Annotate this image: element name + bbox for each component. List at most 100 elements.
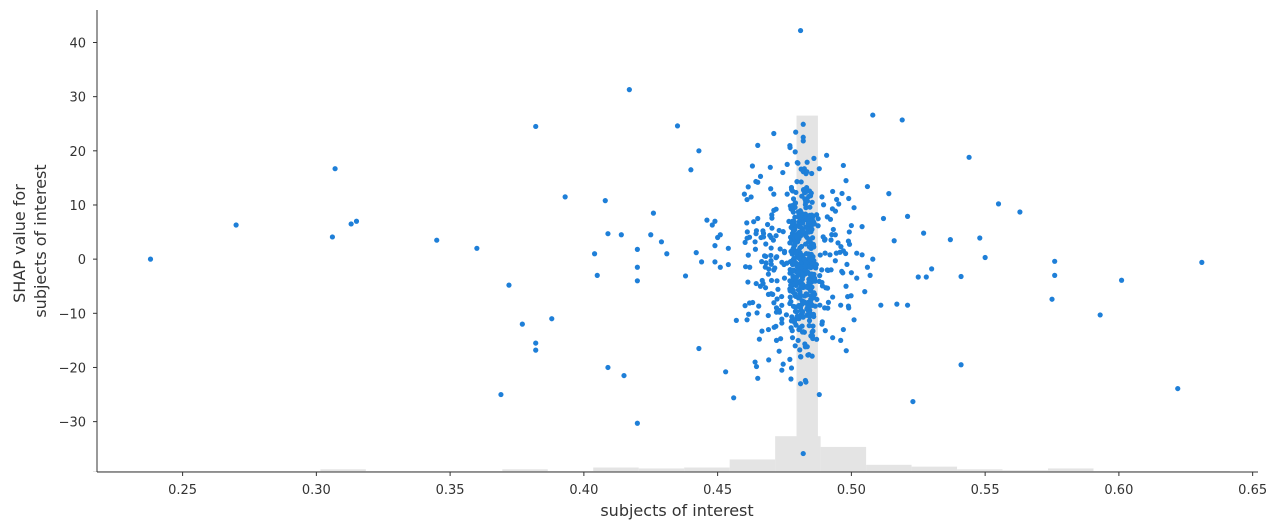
data-point <box>995 201 1002 207</box>
y-tick-label: −10 <box>59 307 86 322</box>
data-point <box>759 277 765 284</box>
data-point <box>859 224 865 230</box>
data-point <box>838 244 844 250</box>
histogram-bar <box>820 446 867 472</box>
y-tick-label: −20 <box>59 361 86 376</box>
data-point <box>712 243 718 249</box>
x-tick-label: 0.60 <box>1104 483 1133 498</box>
data-point <box>795 160 801 166</box>
data-point <box>832 208 839 214</box>
data-point <box>795 337 801 344</box>
data-point <box>804 291 810 297</box>
data-point <box>792 343 798 349</box>
data-point <box>664 251 670 257</box>
data-point <box>754 310 760 316</box>
data-point <box>807 204 813 210</box>
histogram-bar <box>684 467 730 472</box>
data-point <box>788 248 794 255</box>
data-point <box>840 162 846 169</box>
data-point <box>817 302 823 308</box>
data-point <box>634 264 640 270</box>
data-point <box>743 264 749 270</box>
data-point <box>800 121 806 127</box>
data-point <box>792 308 799 314</box>
data-point <box>798 243 805 250</box>
data-point <box>840 326 846 333</box>
x-axis-title: subjects of interest <box>600 501 753 520</box>
data-point <box>757 173 764 179</box>
data-point <box>792 291 798 297</box>
data-point <box>755 375 761 381</box>
data-point <box>830 226 836 233</box>
data-point <box>817 273 823 279</box>
data-point <box>789 335 796 341</box>
data-point <box>709 222 715 228</box>
data-point <box>843 178 849 184</box>
data-point <box>812 291 818 297</box>
data-point <box>774 296 780 302</box>
data-point <box>781 248 788 254</box>
data-point <box>787 144 793 151</box>
data-point <box>797 27 804 34</box>
data-point <box>748 194 754 200</box>
data-point <box>854 250 860 256</box>
data-point <box>820 202 827 208</box>
data-point <box>752 246 759 252</box>
data-point <box>804 169 810 175</box>
data-point <box>806 323 812 329</box>
data-point <box>848 293 854 299</box>
histogram-bar <box>502 469 548 472</box>
data-point <box>696 148 702 154</box>
data-point <box>834 196 840 203</box>
data-point <box>800 450 806 457</box>
data-point <box>807 218 813 224</box>
data-point <box>1052 272 1058 278</box>
data-point <box>762 264 768 270</box>
data-point <box>562 194 568 200</box>
data-point <box>806 304 812 311</box>
data-point <box>859 252 865 258</box>
data-point <box>838 302 844 308</box>
data-point <box>848 270 854 276</box>
data-point <box>800 138 806 144</box>
y-tick-label: 40 <box>69 36 86 51</box>
data-point <box>696 345 702 352</box>
data-point <box>870 112 876 118</box>
data-point <box>836 201 842 207</box>
data-point <box>745 279 751 285</box>
data-point <box>712 259 718 265</box>
data-point <box>764 221 771 228</box>
data-point <box>780 361 786 367</box>
data-point <box>779 302 785 308</box>
data-point <box>886 191 892 197</box>
data-point <box>846 195 852 202</box>
data-point <box>765 326 772 333</box>
data-point <box>634 420 640 426</box>
data-point <box>233 222 239 228</box>
data-point <box>808 333 814 339</box>
data-point <box>725 245 731 251</box>
feature-histogram <box>92 115 1230 472</box>
data-point <box>923 274 929 280</box>
data-point <box>767 232 773 238</box>
data-point <box>1118 277 1125 283</box>
data-point <box>763 241 769 247</box>
data-point <box>813 261 819 268</box>
data-point <box>798 307 804 314</box>
data-point <box>851 317 857 323</box>
data-point <box>767 164 773 170</box>
data-point <box>904 302 911 308</box>
data-point <box>899 117 905 123</box>
data-point <box>840 270 846 276</box>
data-point <box>819 194 825 200</box>
data-point <box>758 234 764 241</box>
data-point <box>790 227 796 234</box>
data-point <box>817 252 823 258</box>
x-tick-label: 0.50 <box>837 483 866 498</box>
data-point <box>830 294 836 300</box>
data-point <box>788 376 794 382</box>
data-point <box>658 239 665 245</box>
data-point <box>769 225 775 231</box>
data-point <box>803 251 809 257</box>
